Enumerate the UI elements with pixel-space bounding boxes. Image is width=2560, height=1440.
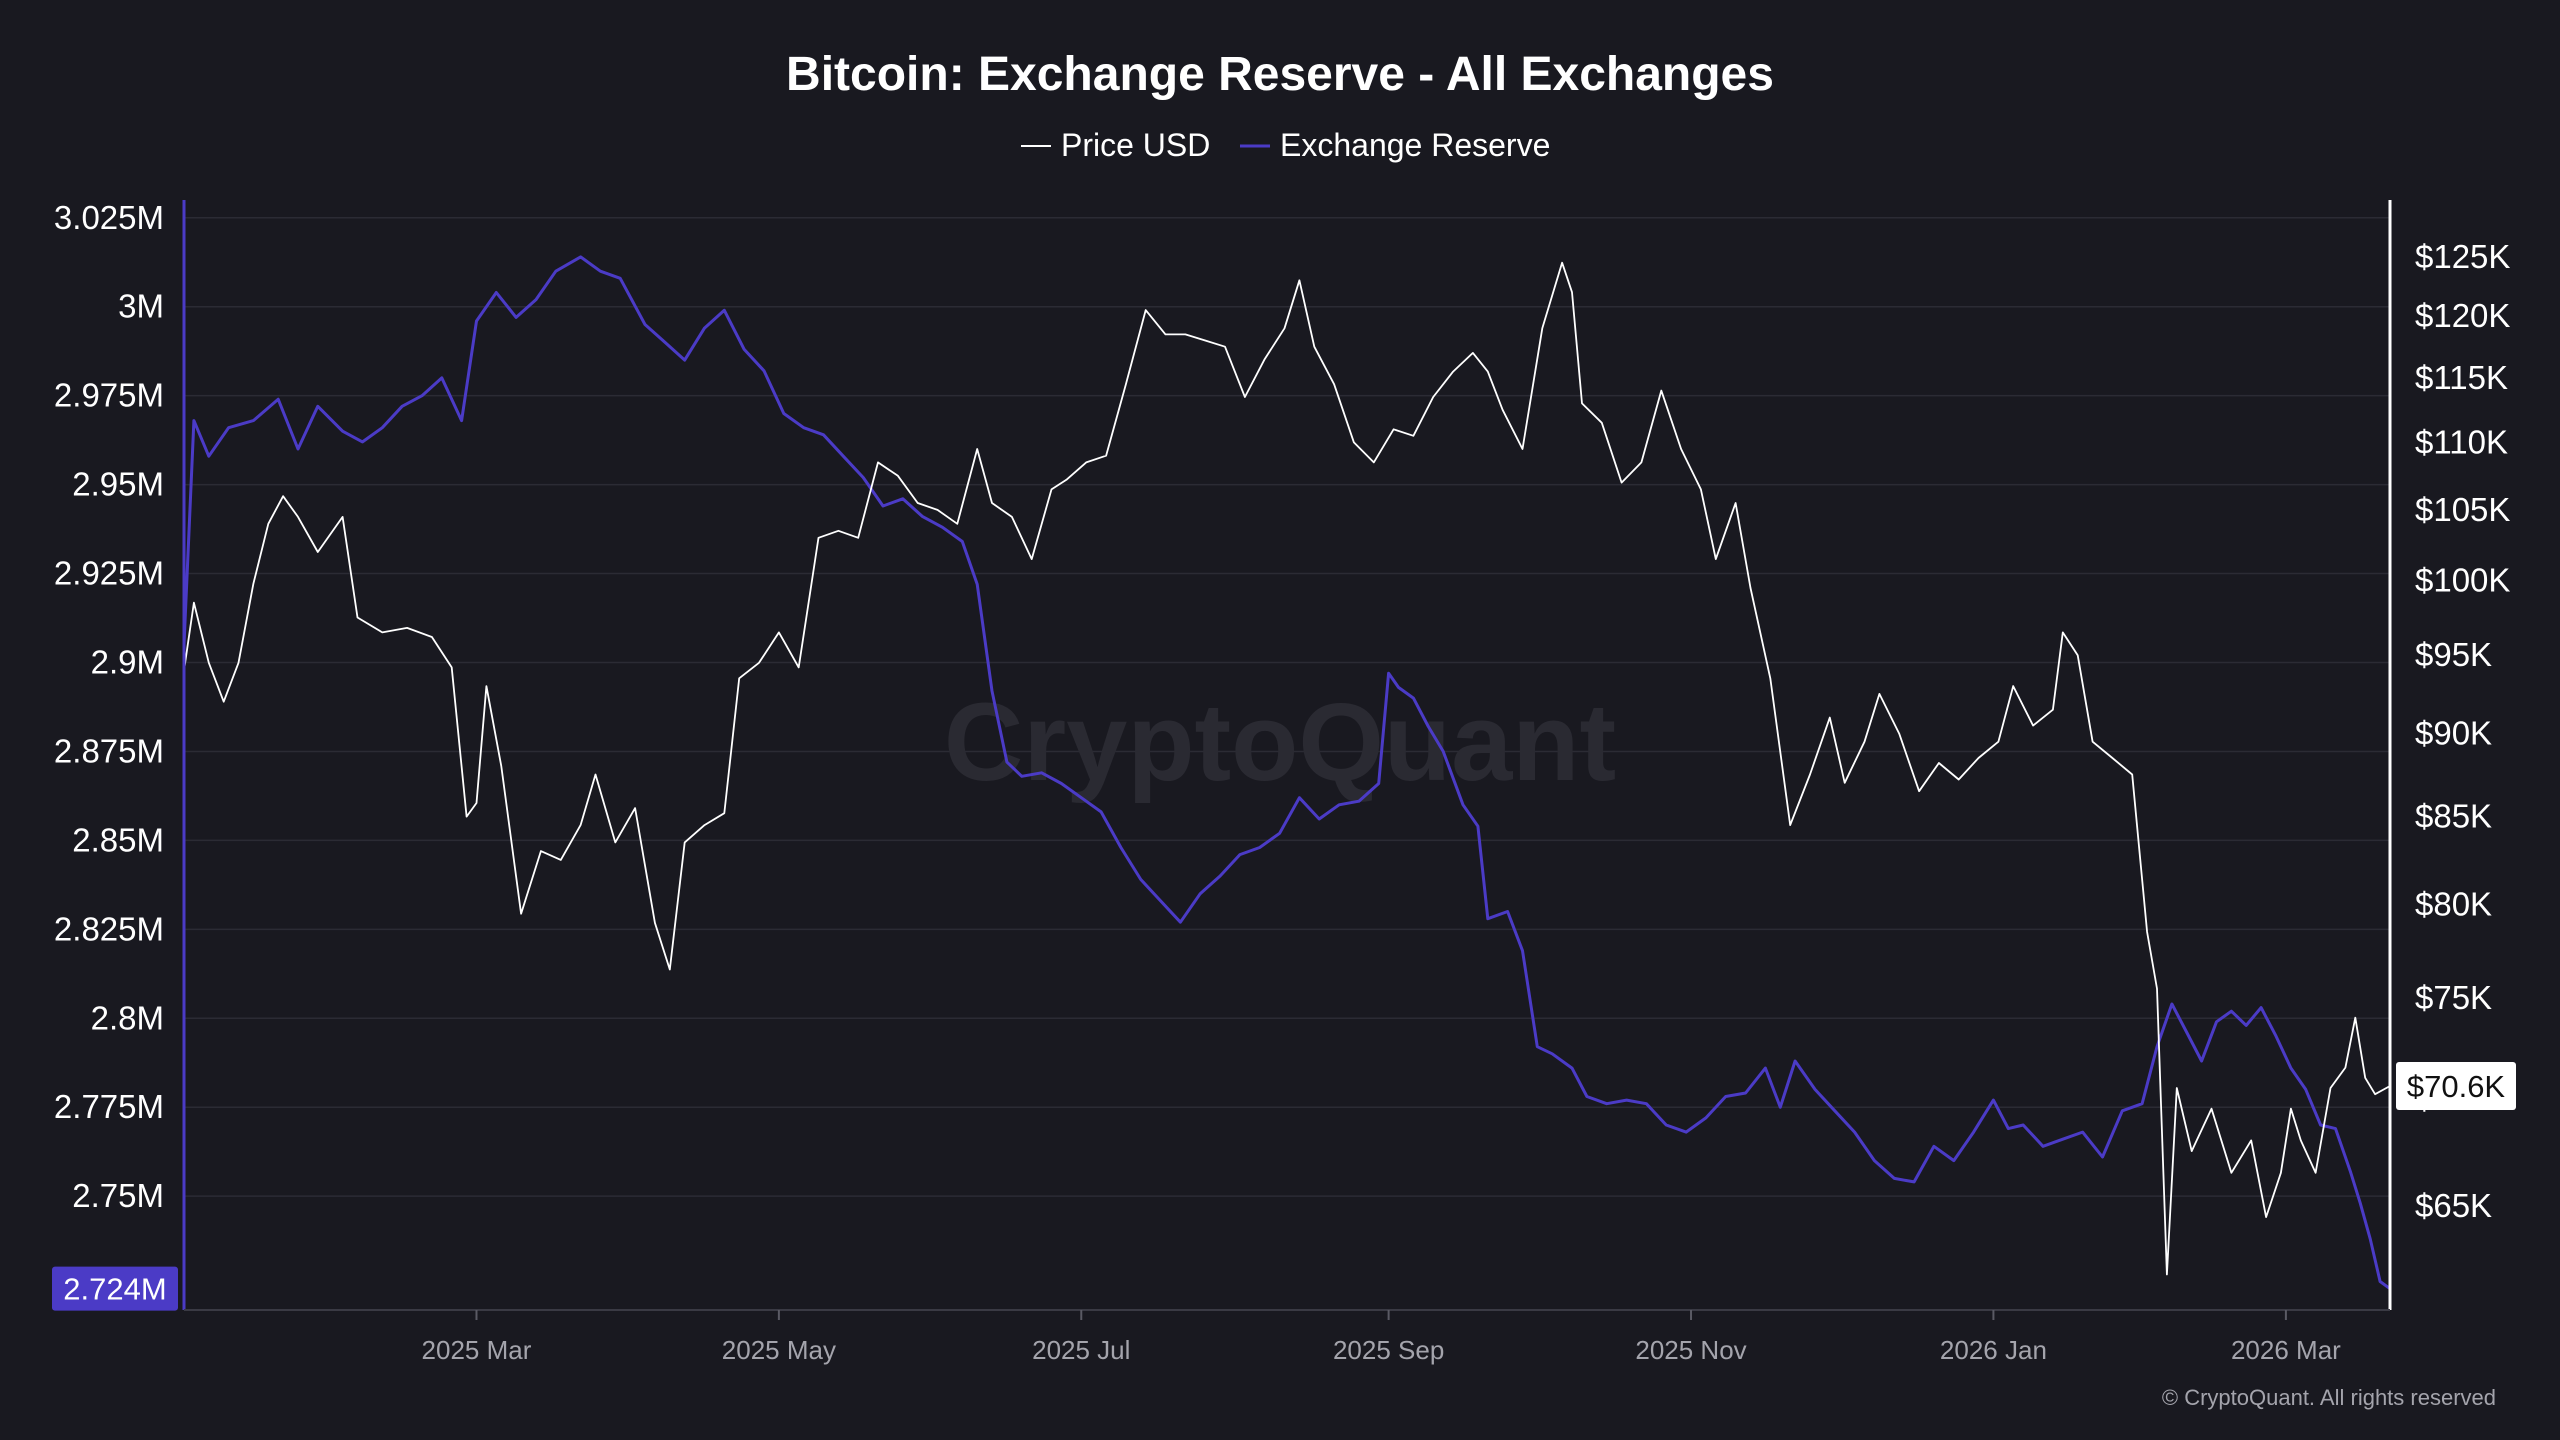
y-right-tick-label: $115K [2415,359,2508,396]
current-price-badge: $70.6K [2396,1061,2516,1110]
x-tick-label: 2025 Sep [1333,1335,1444,1365]
y-right-tick-label: $110K [2415,423,2508,460]
y-right-tick-label: $75K [2415,979,2492,1016]
y-left-tick-label: 2.95M [72,466,164,503]
y-right-tick-label: $100K [2415,562,2510,599]
y-right-tick-label: $95K [2415,636,2492,673]
y-left-tick-label: 2.925M [54,555,164,592]
y-left-tick-label: 2.975M [54,377,164,414]
price-usd-line[interactable] [183,261,2391,1276]
current-reserve-value: 2.724M [63,1272,166,1307]
y-right-tick-label: $80K [2415,886,2492,923]
y-left-tick-label: 2.825M [54,910,164,947]
y-left-tick-label: 2.775M [54,1088,164,1125]
y-right-tick-label: $65K [2415,1187,2492,1224]
x-tick-label: 2025 Nov [1635,1335,1746,1365]
y-left-tick-label: 2.875M [54,732,164,769]
y-left-tick-label: 2.75M [72,1177,164,1214]
y-right-tick-label: $125K [2415,238,2510,275]
current-reserve-badge-bg [52,1266,178,1311]
x-axis-ticks: 2025 Mar 2025 May 2025 Jul 2025 Sep 2025 Nov… [422,1310,2341,1365]
chart-title: Bitcoin: Exchange Reserve - All Exchange… [786,48,1774,101]
x-tick-label: 2026 Jan [1940,1335,2047,1365]
y-right-tick-label: $90K [2415,715,2492,752]
left-axis-ticks: 3.025M 3M 2.975M 2.95M 2.925M 2.9M 2.875M 2.85M… [54,199,164,1214]
y-left-tick-label: 2.8M [91,999,164,1036]
x-tick-label: 2025 May [722,1335,836,1365]
y-left-tick-label: 3M [118,288,164,325]
y-right-tick-label: $105K [2415,491,2510,528]
watermark-logo-text: CryptoQuant [944,681,1616,804]
current-price-badge-bg [2396,1061,2516,1110]
y-left-tick-label: 2.9M [91,644,164,681]
legend: Price USD Exchange Reserve [1021,127,1550,163]
current-reserve-badge: 2.724M [52,1266,178,1311]
y-left-tick-label: 2.85M [72,821,164,858]
current-price-value: $70.6K [2407,1069,2506,1104]
series-lines [182,255,2391,1290]
grid-lines [184,217,2390,1197]
y-left-tick-label: 3.025M [54,199,164,236]
x-tick-label: 2025 Mar [422,1335,532,1365]
exchange-reserve-line[interactable] [182,255,2391,1290]
right-axis-ticks: $125K $120K $115K $110K $105K $100K $95K $90K $8… [2415,238,2510,1224]
legend-label-reserve[interactable]: Exchange Reserve [1280,127,1550,163]
y-right-tick-label: $85K [2415,798,2492,835]
x-tick-label: 2026 Mar [2231,1335,2341,1365]
copyright-footer: © CryptoQuant. All rights reserved [2162,1385,2496,1410]
legend-label-price[interactable]: Price USD [1061,127,1210,163]
y-right-tick-label: $120K [2415,297,2510,334]
x-tick-label: 2025 Jul [1032,1335,1130,1365]
